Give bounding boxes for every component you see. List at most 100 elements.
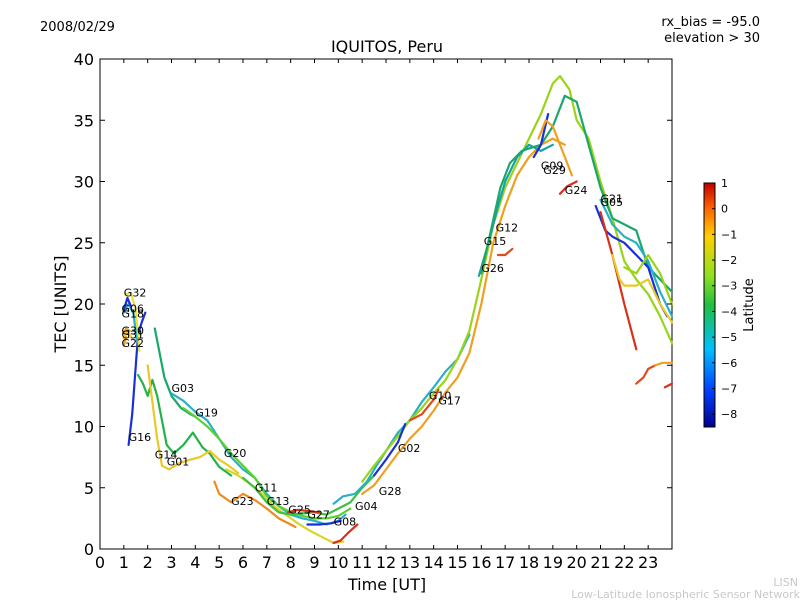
x-tick-label: 5 xyxy=(214,553,224,572)
series-line-g32 xyxy=(123,291,141,352)
x-tick-label: 17 xyxy=(495,553,515,572)
satellite-label: G16 xyxy=(129,431,152,444)
colorbar-tick-label: −2 xyxy=(721,254,737,267)
series-line-g28 xyxy=(361,137,566,495)
y-tick-label: 0 xyxy=(84,540,94,559)
series-line-g01 xyxy=(146,364,240,475)
series-layer xyxy=(122,75,674,544)
date-text: 2008/02/29 xyxy=(40,20,115,35)
satellite-label: G30 xyxy=(122,325,145,338)
series-line-g05 xyxy=(599,198,674,318)
satellite-label: G10 xyxy=(429,390,452,403)
series-line-g12 xyxy=(496,247,514,257)
x-tick-label: 21 xyxy=(590,553,610,572)
rx-bias-text: rx_bias = -95.0 xyxy=(661,15,760,30)
satellite-label: G09 xyxy=(541,159,564,172)
colorbar-tick-label: −1 xyxy=(721,228,737,241)
x-tick-label: 8 xyxy=(286,553,296,572)
x-tick-label: 6 xyxy=(238,553,248,572)
series-line-g10 xyxy=(373,423,407,477)
series-line-s2 xyxy=(611,253,674,324)
series-line-g27 xyxy=(306,519,342,526)
series-line-s3 xyxy=(623,253,674,306)
satellite-label: G14 xyxy=(155,448,178,461)
colorbar-tick-label: −8 xyxy=(721,408,737,421)
y-tick-label: 10 xyxy=(74,418,94,437)
satellite-label: G21 xyxy=(601,192,624,205)
colorbar-tick-label: −4 xyxy=(721,305,737,318)
series-line-g09 xyxy=(532,113,550,159)
series-line-g24 xyxy=(558,180,578,195)
y-tick-label: 15 xyxy=(74,356,94,375)
y-tick-label: 25 xyxy=(74,234,94,253)
x-tick-label: 0 xyxy=(95,553,105,572)
x-tick-label: 1 xyxy=(119,553,129,572)
series-line-g08 xyxy=(332,523,359,544)
credit-long: Low-Latitude Ionospheric Sensor Network xyxy=(571,588,800,600)
x-axis-label: Time [UT] xyxy=(347,575,426,594)
satellite-label: G28 xyxy=(379,485,402,498)
x-tick-label: 7 xyxy=(262,553,272,572)
y-tick-label: 20 xyxy=(74,295,94,314)
x-tick-label: 4 xyxy=(190,553,200,572)
satellite-label: G26 xyxy=(481,262,504,275)
series-line-s5 xyxy=(654,361,674,367)
colorbar-tick-label: 0 xyxy=(721,203,728,216)
satellite-label: G02 xyxy=(398,442,421,455)
y-tick-label: 40 xyxy=(74,50,94,69)
x-tick-label: 9 xyxy=(309,553,319,572)
colorbar-tick-label: −3 xyxy=(721,280,737,293)
series-line-g18 xyxy=(122,302,138,342)
x-tick-label: 14 xyxy=(423,553,443,572)
satellite-label: G13 xyxy=(267,495,290,508)
series-line-g30 xyxy=(122,327,131,335)
satellite-label: G12 xyxy=(496,222,519,235)
y-tick-label: 35 xyxy=(74,111,94,130)
series-line-s6 xyxy=(663,382,674,389)
credit-short: LISN xyxy=(773,576,798,589)
x-tick-label: 16 xyxy=(471,553,491,572)
x-tick-label: 13 xyxy=(400,553,420,572)
y-axis-label: TEC [UNITS] xyxy=(51,256,70,354)
satellite-label: G20 xyxy=(224,447,247,460)
colorbar-label: Latitude xyxy=(742,278,757,332)
satellite-label: G32 xyxy=(124,287,147,300)
x-tick-label: 22 xyxy=(614,553,634,572)
series-line-s1 xyxy=(599,211,638,351)
colorbar-tick-label: −7 xyxy=(721,382,737,395)
satellite-label: G23 xyxy=(231,495,254,508)
series-line-g22 xyxy=(122,336,128,347)
series-line-g20 xyxy=(182,407,352,520)
y-axis-ticks: 0 5 10 15 20 25 30 35 40 xyxy=(74,50,672,559)
x-tick-label: 10 xyxy=(328,553,348,572)
satellite-label-layer: G32G06G18G30G31G22G16G03G19G14G01G20G11G… xyxy=(122,159,624,528)
series-line-g17 xyxy=(408,388,440,422)
colorbar xyxy=(703,182,716,428)
series-line-g06 xyxy=(122,296,133,312)
satellite-label: G25 xyxy=(288,504,311,517)
x-tick-label: 12 xyxy=(376,553,396,572)
satellite-label: G11 xyxy=(255,481,278,494)
x-axis-ticks: 0 1 2 3 4 5 6 7 8 9 10 11 12 13 14 15 16 17 18 19 20 21 22 23 xyxy=(95,59,658,572)
colorbar-tick-label: 1 xyxy=(721,177,728,190)
y-tick-label: 30 xyxy=(74,173,94,192)
chart-title: IQUITOS, Peru xyxy=(331,37,443,56)
series-line-g13 xyxy=(241,474,376,516)
satellite-label: G15 xyxy=(484,235,507,248)
x-tick-label: 2 xyxy=(143,553,153,572)
satellite-label: G24 xyxy=(565,184,588,197)
satellite-label: G05 xyxy=(601,196,624,209)
elevation-text: elevation > 30 xyxy=(664,31,760,46)
x-tick-label: 18 xyxy=(519,553,539,572)
x-tick-label: 19 xyxy=(543,553,563,572)
series-line-g25 xyxy=(287,508,321,514)
x-tick-label: 11 xyxy=(352,553,372,572)
satellite-label: G18 xyxy=(122,308,145,321)
colorbar-ticks: 1 0 −1 −2 −3 −4 −5 −6 −7 −8 xyxy=(712,177,737,421)
series-line-g16 xyxy=(127,311,147,446)
series-line-s4 xyxy=(635,364,657,385)
satellite-label: G06 xyxy=(122,303,145,316)
satellite-label: G31 xyxy=(122,328,145,341)
satellite-label: G19 xyxy=(195,407,218,420)
